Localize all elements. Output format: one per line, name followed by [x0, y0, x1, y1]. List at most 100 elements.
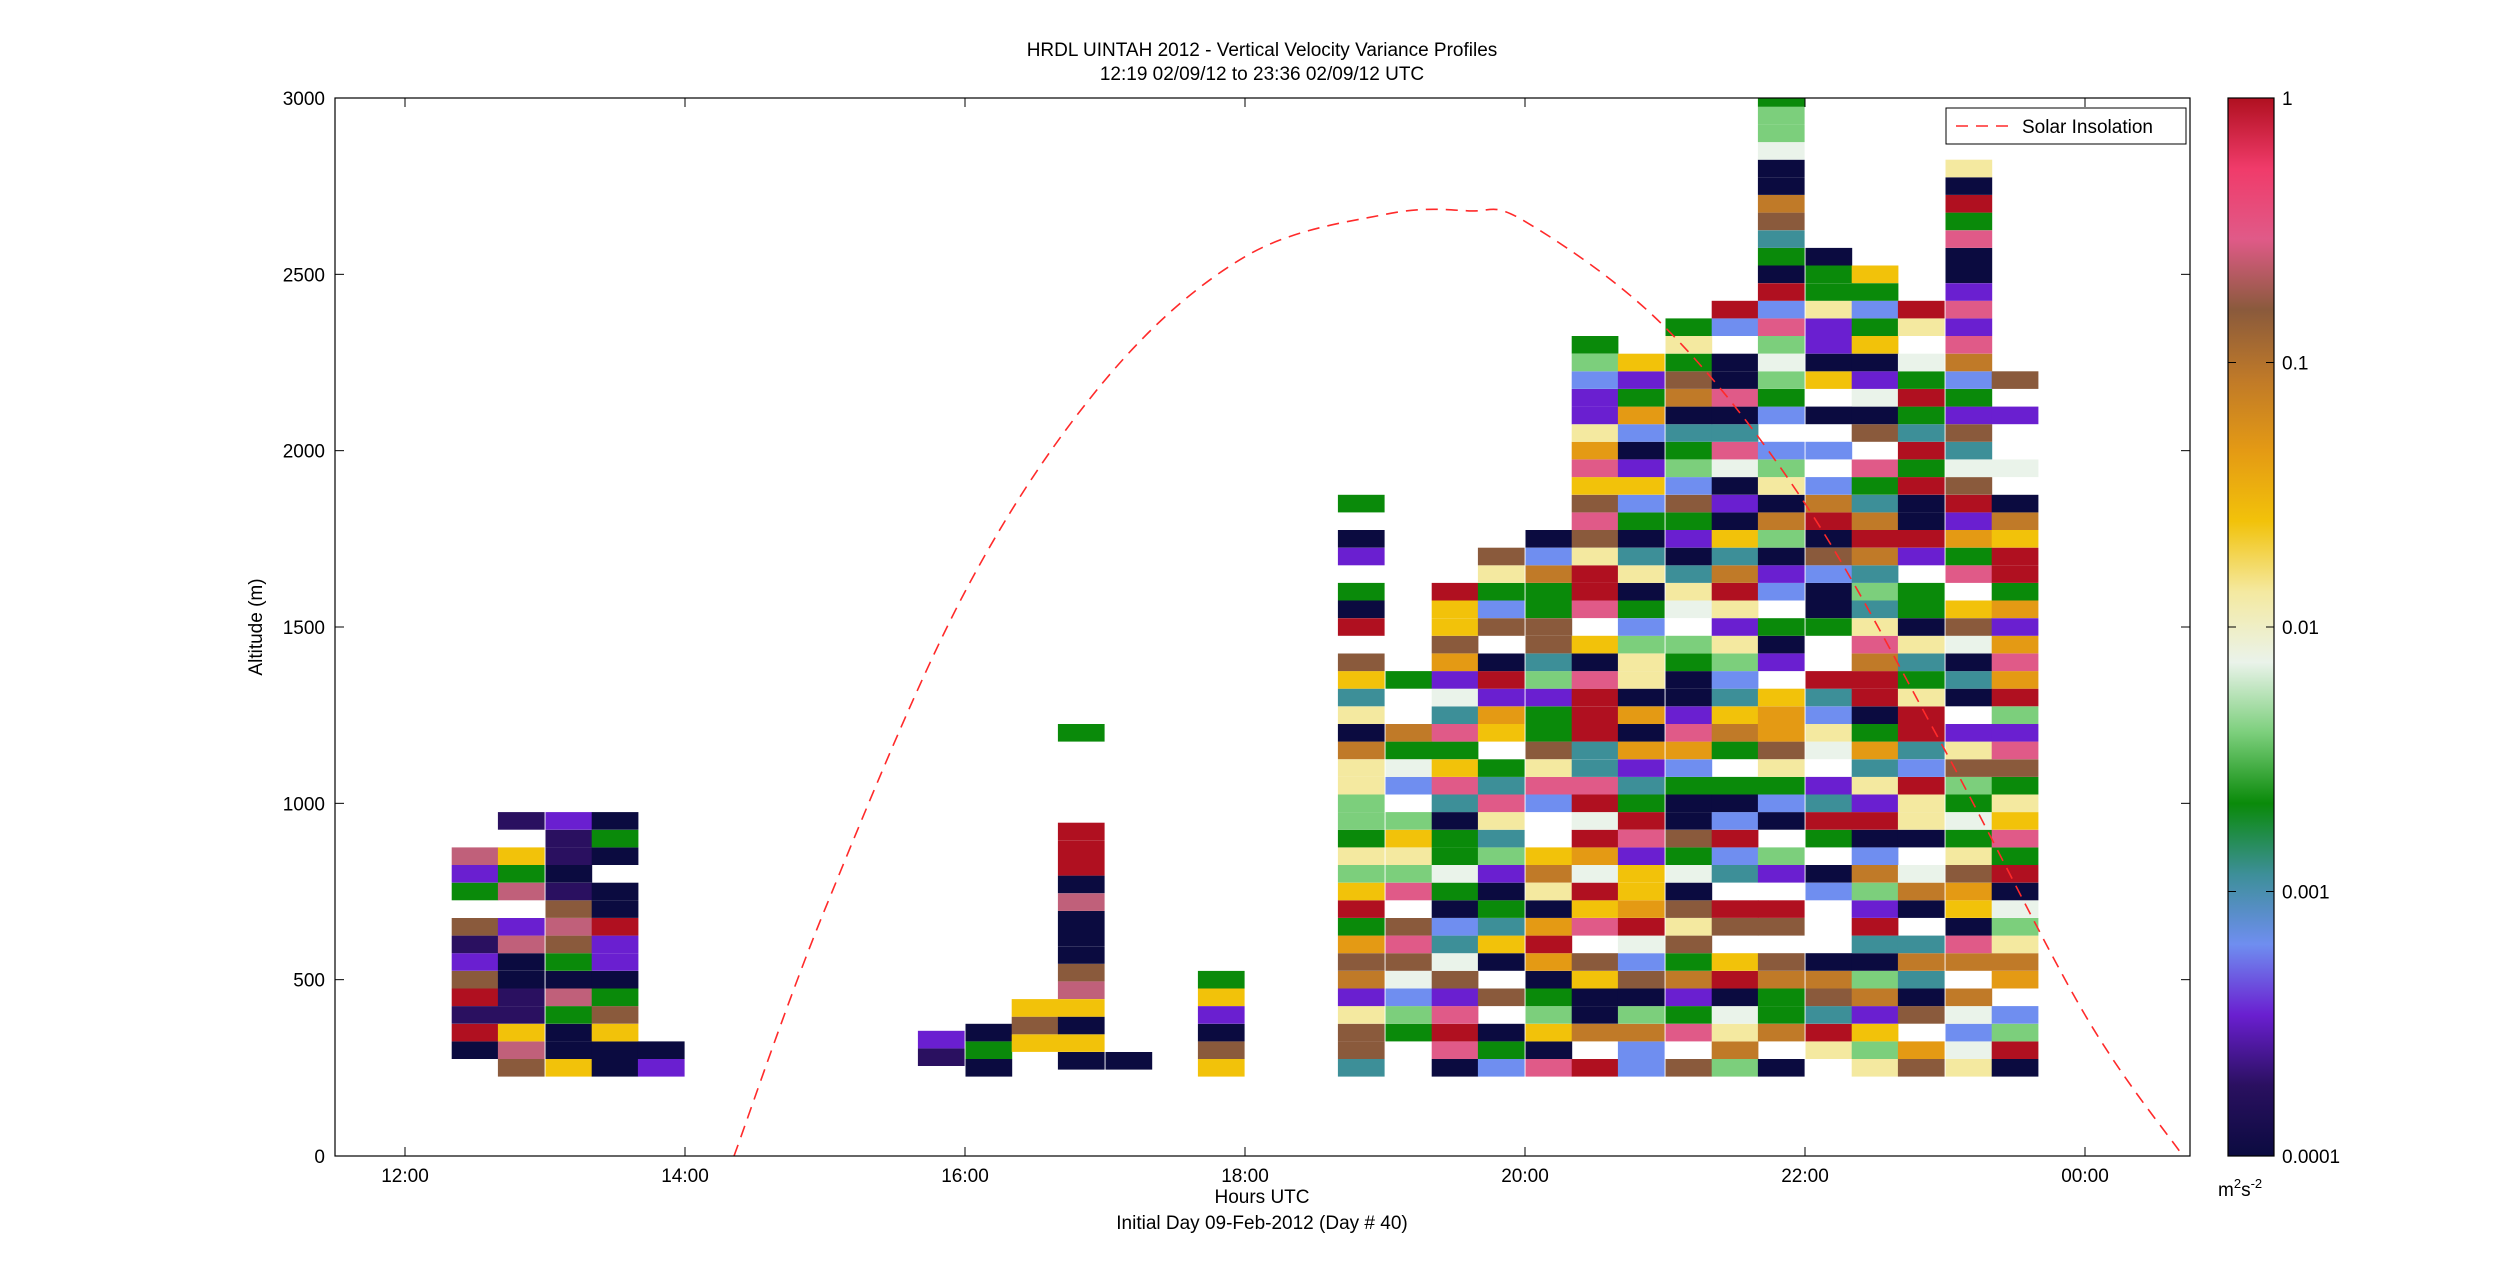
heatmap-cell: [1757, 1023, 1805, 1042]
heatmap-cell: [1337, 671, 1385, 689]
heatmap-cell: [1897, 406, 1945, 425]
heatmap-cell: [1757, 812, 1805, 830]
heatmap-cell: [1851, 371, 1899, 389]
heatmap-cell: [1617, 724, 1665, 742]
heatmap-cell: [1991, 882, 2039, 901]
heatmap-cell: [1617, 847, 1665, 865]
heatmap-cell: [1897, 970, 1945, 989]
heatmap-cell: [1617, 477, 1665, 495]
heatmap-cell: [1477, 618, 1525, 636]
heatmap-cell: [1991, 706, 2039, 724]
heatmap-cell: [1617, 900, 1665, 918]
heatmap-cell: [1665, 441, 1713, 460]
heatmap-cell: [1571, 336, 1619, 354]
y-tick-label: 3000: [283, 89, 325, 110]
heatmap-cell: [1477, 547, 1525, 566]
heatmap-cell: [591, 1023, 639, 1042]
heatmap-cell: [1431, 829, 1479, 848]
heatmap-cell: [1431, 635, 1479, 654]
heatmap-cell: [1991, 794, 2039, 813]
heatmap-cell: [1945, 776, 1993, 795]
heatmap-cell: [1337, 1023, 1385, 1042]
heatmap-cell: [1057, 1034, 1105, 1052]
heatmap-cell: [1991, 776, 2039, 795]
heatmap-cell: [1897, 865, 1945, 883]
heatmap-cell: [1945, 865, 1993, 883]
heatmap-cell: [1897, 441, 1945, 460]
heatmap-cell: [1851, 283, 1899, 301]
heatmap-cell: [1617, 353, 1665, 372]
heatmap-cell: [1337, 530, 1385, 548]
heatmap-cell: [451, 935, 499, 954]
heatmap-cell: [1757, 265, 1805, 284]
colorbar-unit-base: m: [2218, 1180, 2234, 1201]
heatmap-cell: [1991, 600, 2039, 619]
heatmap-cell: [545, 1041, 593, 1059]
heatmap-cell: [1337, 582, 1385, 601]
heatmap-cell: [1851, 424, 1899, 442]
heatmap-cell: [1617, 688, 1665, 707]
heatmap-cell: [1805, 1041, 1853, 1059]
heatmap-cell: [1337, 1006, 1385, 1024]
heatmap-cell: [1431, 671, 1479, 689]
heatmap-cell: [497, 1023, 545, 1042]
heatmap-cell: [497, 812, 545, 830]
heatmap-cell: [1431, 935, 1479, 954]
heatmap-cell: [1757, 212, 1805, 231]
heatmap-cell: [1805, 582, 1853, 601]
heatmap-cell: [1571, 547, 1619, 566]
heatmap-cell: [591, 970, 639, 989]
heatmap-cell: [1337, 618, 1385, 636]
heatmap-cell: [1617, 512, 1665, 530]
heatmap-cell: [1525, 759, 1573, 777]
heatmap-cell: [1805, 794, 1853, 813]
heatmap-cell: [1431, 600, 1479, 619]
heatmap-cell: [591, 1041, 639, 1059]
heatmap-cell: [1665, 900, 1713, 918]
heatmap-cell: [1897, 618, 1945, 636]
heatmap-cell: [591, 882, 639, 901]
heatmap-cell: [1617, 970, 1665, 989]
heatmap-cell: [1757, 124, 1805, 143]
heatmap-cell: [1431, 741, 1479, 760]
legend: Solar Insolation: [1945, 107, 2187, 145]
heatmap-cell: [1431, 688, 1479, 707]
heatmap-cell: [1805, 283, 1853, 301]
heatmap-cell: [1945, 900, 1993, 918]
heatmap-cell: [1665, 494, 1713, 513]
heatmap-cell: [1337, 794, 1385, 813]
heatmap-cell: [1805, 565, 1853, 583]
y-tick-label: 0: [314, 1147, 325, 1168]
heatmap-cell: [1385, 812, 1433, 830]
heatmap-cell: [1711, 1023, 1759, 1042]
heatmap-cell: [1431, 794, 1479, 813]
heatmap-cell: [1571, 441, 1619, 460]
heatmap-cell: [1945, 318, 1993, 336]
heatmap-cell: [1617, 865, 1665, 883]
heatmap-cell: [1757, 565, 1805, 583]
heatmap-cell: [545, 900, 593, 918]
heatmap-cell: [1945, 300, 1993, 319]
heatmap-cell: [1337, 970, 1385, 989]
heatmap-cell: [1525, 565, 1573, 583]
heatmap-cell: [1945, 565, 1993, 583]
heatmap-cell: [1525, 900, 1573, 918]
heatmap-cell: [1431, 882, 1479, 901]
x-tick-label: 20:00: [1501, 1166, 1549, 1187]
heatmap-cell: [1851, 635, 1899, 654]
heatmap-cell: [1337, 741, 1385, 760]
heatmap-cell: [1431, 724, 1479, 742]
heatmap-cell: [1757, 98, 1805, 107]
heatmap-cell: [545, 865, 593, 883]
heatmap-cell: [1617, 582, 1665, 601]
heatmap-cell: [1805, 494, 1853, 513]
heatmap-cell: [1805, 865, 1853, 883]
heatmap-cell: [1105, 1052, 1153, 1070]
heatmap-cell: [1385, 671, 1433, 689]
heatmap-cell: [1477, 671, 1525, 689]
heatmap-cell: [545, 812, 593, 830]
heatmap-cell: [1477, 812, 1525, 830]
heatmap-cell: [497, 953, 545, 971]
heatmap-cell: [1617, 741, 1665, 760]
